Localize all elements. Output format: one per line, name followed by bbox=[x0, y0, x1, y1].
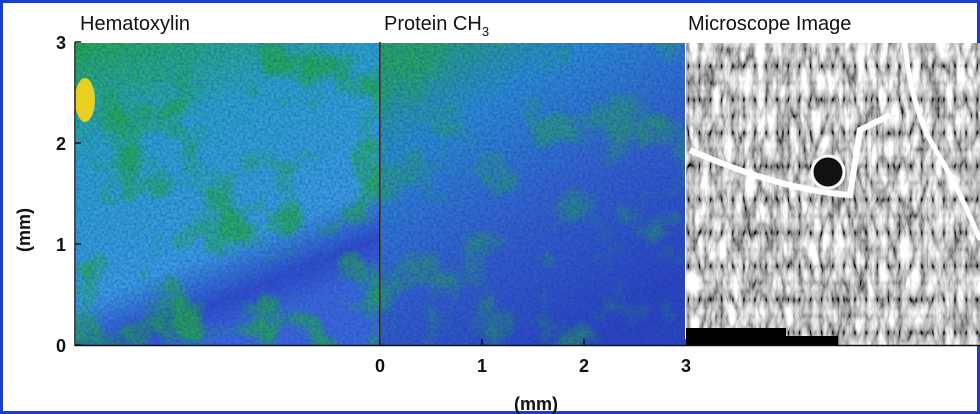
hematoxylin-map bbox=[76, 43, 380, 345]
x-tick-label: 1 bbox=[477, 356, 487, 376]
y-tick-label: 2 bbox=[56, 134, 66, 154]
y-tick-label: 0 bbox=[56, 336, 66, 356]
panel-title-subscript: 3 bbox=[482, 24, 489, 39]
panel-title: Microscope Image bbox=[688, 13, 851, 35]
y-tick-label: 3 bbox=[56, 33, 66, 53]
x-tick-label: 3 bbox=[681, 356, 691, 376]
y-axis-label: (mm) bbox=[14, 208, 34, 252]
microscope-image bbox=[686, 43, 980, 345]
x-tick-label: 0 bbox=[375, 356, 385, 376]
panel-title: Hematoxylin bbox=[80, 13, 190, 35]
panel-title: Protein CH3 bbox=[384, 13, 489, 39]
x-tick-label: 2 bbox=[579, 356, 589, 376]
x-axis-label: (mm) bbox=[514, 394, 558, 414]
protein-map bbox=[381, 43, 685, 345]
panel-title-main: Protein CH bbox=[384, 13, 482, 35]
y-tick-label: 1 bbox=[56, 235, 66, 255]
